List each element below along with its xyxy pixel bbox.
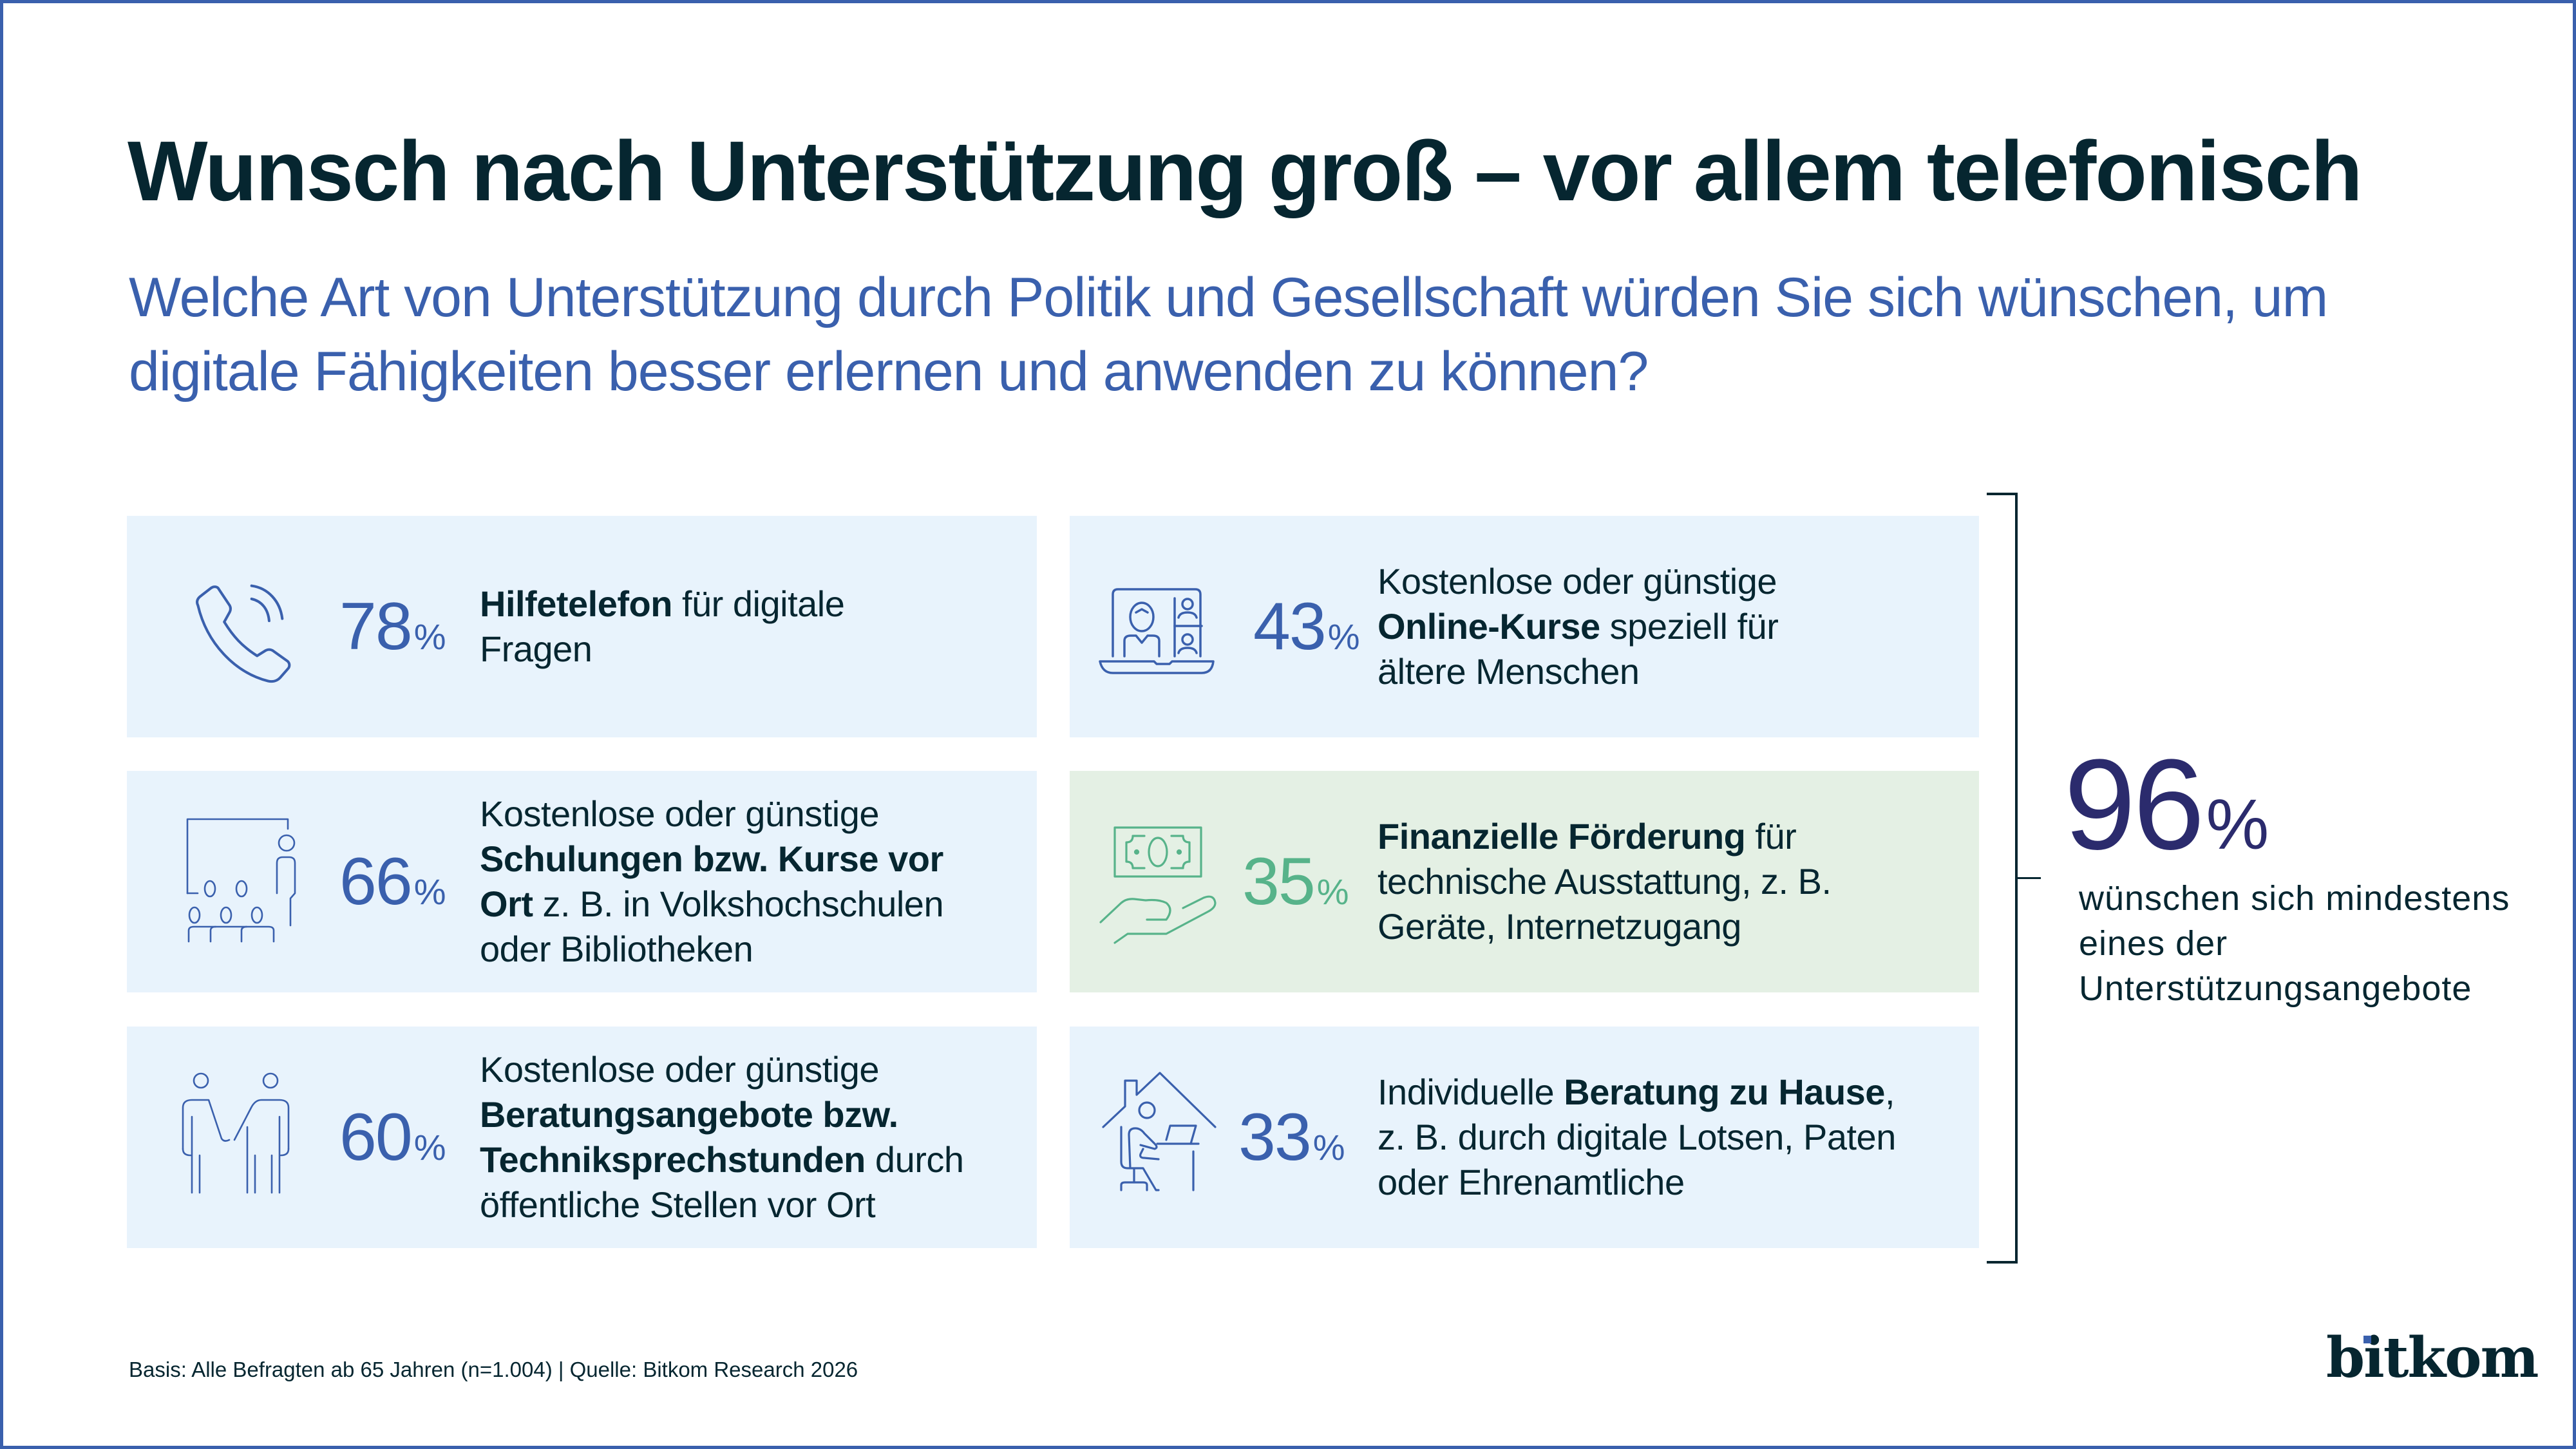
- card-hilfetelefon: 78% Hilfetelefon für digitale Fragen: [127, 516, 1037, 737]
- card-beratungsangebote: 60% Kostenlose oder günstige Beratungsan…: [127, 1027, 1037, 1248]
- card-description: Kostenlose oder günstige Online-Kurse sp…: [1378, 561, 1779, 692]
- percentage-value: 33%: [1238, 1100, 1345, 1175]
- home-office-icon: [1102, 1072, 1218, 1192]
- bracket-top: [1987, 493, 2018, 495]
- card-description: Kostenlose oder günstige Beratungsangebo…: [480, 1049, 964, 1225]
- summary-percentage: 96%: [2064, 733, 2269, 876]
- card-online-kurse: 43% Kostenlose oder günstige Online-Kurs…: [1070, 516, 1979, 737]
- money-hand-icon: [1094, 826, 1223, 944]
- bitkom-logo: bitkom: [2326, 1325, 2539, 1390]
- summary-text: wünschen sich mindestens eines der Unter…: [2079, 879, 2510, 1008]
- card-schulungen: 66% Kostenlose oder günstige Schulungen …: [127, 771, 1037, 992]
- percentage-value: 35%: [1242, 844, 1349, 919]
- percentage-value: 78%: [339, 589, 446, 664]
- bracket-bottom: [1987, 1261, 2018, 1264]
- card-description: Hilfetelefon für digitale Fragen: [480, 583, 845, 669]
- card-finanzielle-foerderung: 35% Finanzielle Förderung für technische…: [1070, 771, 1979, 992]
- card-description: Kostenlose oder günstige Schulungen bzw.…: [480, 793, 944, 969]
- card-beratung-zu-hause: 33% Individuelle Beratung zu Hause, z. B…: [1070, 1027, 1979, 1248]
- two-people-handshake-icon: [175, 1072, 298, 1200]
- logo-dot: [2363, 1336, 2371, 1343]
- online-course-laptop-icon: [1099, 587, 1215, 677]
- question-subtitle: Welche Art von Unterstützung durch Polit…: [129, 267, 2328, 402]
- bracket-middle-tick: [2015, 877, 2041, 879]
- card-description: Individuelle Beratung zu Hause, z. B. du…: [1378, 1072, 1896, 1202]
- percentage-value: 43%: [1253, 589, 1360, 664]
- percentage-value: 66%: [339, 844, 446, 919]
- percentage-value: 60%: [339, 1100, 446, 1175]
- classroom-icon: [178, 816, 307, 945]
- phone-icon: [185, 577, 294, 687]
- page-title: Wunsch nach Unterstützung groß – vor all…: [128, 124, 2363, 218]
- source-note: Basis: Alle Befragten ab 65 Jahren (n=1.…: [129, 1358, 858, 1381]
- card-description: Finanzielle Förderung für technische Aus…: [1378, 816, 1832, 947]
